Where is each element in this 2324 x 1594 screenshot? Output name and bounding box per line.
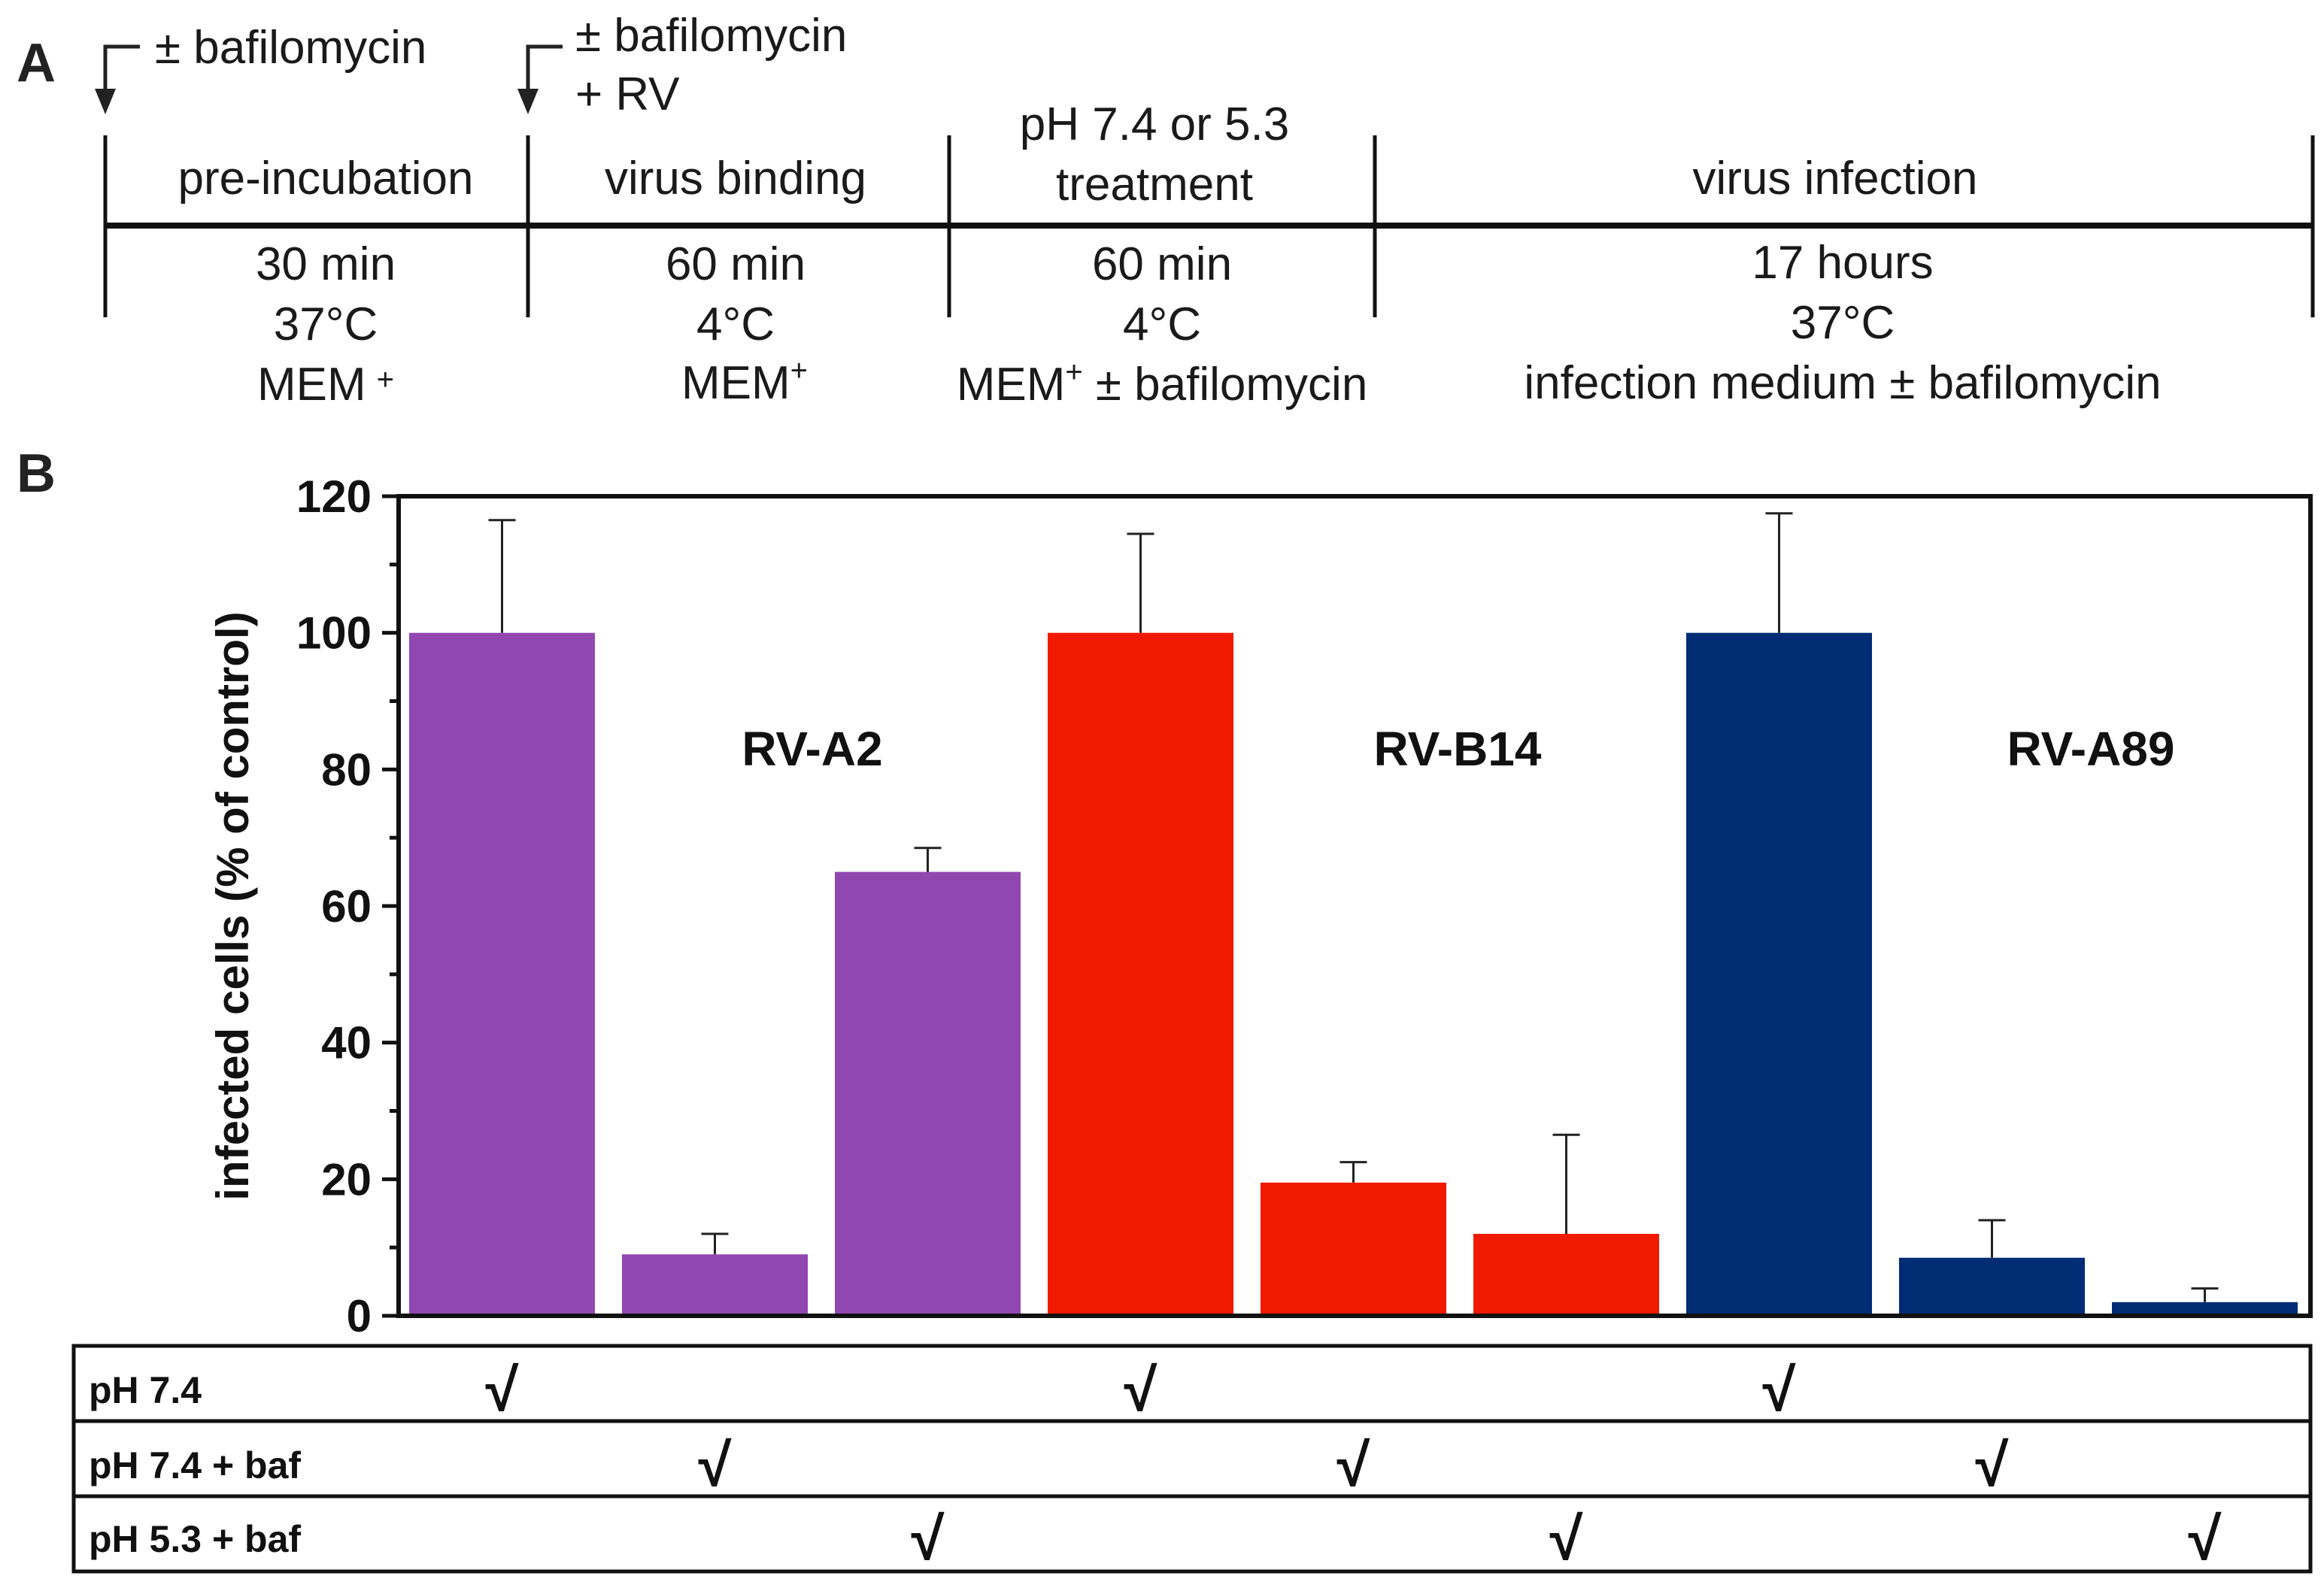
group-labels: RV-A2 RV-B14 RV-A89 <box>742 722 2174 776</box>
step-2-medium: MEM+ <box>681 354 808 409</box>
y-axis-ticks: 0 20 40 60 80 100 120 <box>296 471 399 1341</box>
bar-rv-a89-2 <box>1899 1257 2085 1316</box>
step-2-temperature: 4°C <box>696 298 775 350</box>
check-mark: √ <box>1550 1505 1584 1572</box>
bar-rv-b14-3 <box>1473 1234 1659 1316</box>
check-mark: √ <box>1976 1432 2010 1499</box>
condition-table: pH 7.4 √ √ √ pH 7.4 + baf √ √ √ pH 5.3 + baf √ √ √ <box>71 1344 2313 1574</box>
step-4-temperature: 37°C <box>1791 297 1895 349</box>
step-1-title: pre-incubation <box>178 153 474 205</box>
arrow-2-shape <box>526 44 563 99</box>
arrow-1-shape <box>103 44 140 99</box>
step-4-medium: infection medium ± bafilomycin <box>1524 357 2161 409</box>
panel-b: B 0 20 40 60 80 100 120 RV-A2 RV-B14 RV-A89 infe… <box>17 444 2313 1574</box>
condition-label: pH 7.4 + baf <box>89 1444 301 1486</box>
y-tick-label: 100 <box>296 608 372 659</box>
step-1-duration: 30 min <box>256 238 396 290</box>
step-1-temperature: 37°C <box>274 298 378 350</box>
arrow-1-head <box>95 89 116 114</box>
bar-rv-b14-1 <box>1048 632 1233 1316</box>
check-mark: √ <box>1124 1356 1158 1423</box>
panel-letter-b: B <box>17 444 56 504</box>
step-3-temperature: 4°C <box>1123 298 1201 350</box>
arrow-2-label-line-2: + RV <box>575 68 680 120</box>
error-bars <box>488 512 2219 1302</box>
group-label-rv-b14: RV-B14 <box>1374 722 1542 776</box>
plot-frame <box>396 494 2313 1318</box>
check-mark: √ <box>486 1356 520 1423</box>
panel-letter-a: A <box>17 33 56 93</box>
step-3-title-line-2: treatment <box>1056 159 1253 211</box>
bar-rv-b14-2 <box>1261 1182 1446 1316</box>
condition-label: pH 5.3 + baf <box>89 1518 301 1560</box>
step-2-duration: 60 min <box>666 238 806 290</box>
check-mark: √ <box>1763 1356 1797 1423</box>
step-2-title: virus binding <box>605 153 866 205</box>
bar-chart: 0 20 40 60 80 100 120 RV-A2 RV-B14 RV-A89 infect… <box>208 471 2313 1341</box>
y-tick-label: 60 <box>321 881 372 932</box>
arrow-1-label: ± bafilomycin <box>155 22 426 74</box>
step-1-medium: MEM + <box>257 359 394 411</box>
y-tick-label: 40 <box>321 1018 372 1068</box>
timeline-step-preincubation: pre-incubation 30 min 37°C MEM + <box>178 153 474 411</box>
arrow-2-label-line-1: ± bafilomycin <box>575 10 847 62</box>
table-frame <box>71 1344 2313 1574</box>
timeline-step-virus-binding: virus binding 60 min 4°C MEM+ <box>605 153 866 409</box>
table-rows: pH 7.4 √ √ √ pH 7.4 + baf √ √ √ pH 5.3 + baf √ √ √ <box>89 1356 2222 1572</box>
condition-label: pH 7.4 <box>89 1369 202 1411</box>
step-3-duration: 60 min <box>1092 238 1232 290</box>
timeline-step-virus-infection: virus infection 17 hours 37°C infection … <box>1524 153 2161 409</box>
group-label-rv-a2: RV-A2 <box>742 722 882 776</box>
bar-rv-a2-1 <box>409 632 595 1316</box>
step-3-medium: MEM+ ± bafilomycin <box>957 356 1368 411</box>
bar-rv-a2-3 <box>835 871 1021 1316</box>
check-mark: √ <box>912 1505 945 1572</box>
y-tick-label: 0 <box>347 1291 372 1341</box>
check-mark: √ <box>699 1432 733 1499</box>
check-mark: √ <box>1337 1432 1371 1499</box>
bar-series <box>409 632 2298 1316</box>
step-4-duration: 17 hours <box>1752 237 1933 289</box>
bar-rv-a89-3 <box>2112 1302 2298 1316</box>
y-tick-label: 20 <box>321 1154 372 1205</box>
check-mark: √ <box>2189 1505 2222 1572</box>
arrow-2-head <box>517 89 539 114</box>
panel-a: A ± bafilomycin ± bafilomycin + RV pre-i… <box>17 10 2315 411</box>
y-tick-label: 80 <box>321 744 372 795</box>
timeline-arrow-1: ± bafilomycin <box>95 22 426 114</box>
timeline-arrow-2: ± bafilomycin + RV <box>517 10 847 120</box>
timeline-step-ph-treatment: pH 7.4 or 5.3 treatment 60 min 4°C MEM+ … <box>957 98 1368 411</box>
step-3-title-line-1: pH 7.4 or 5.3 <box>1020 98 1289 150</box>
bar-rv-a89-1 <box>1686 632 1872 1316</box>
group-label-rv-a89: RV-A89 <box>2007 722 2175 776</box>
step-4-title: virus infection <box>1692 153 1977 205</box>
y-tick-label: 120 <box>296 471 372 522</box>
bar-rv-a2-2 <box>622 1254 808 1316</box>
y-axis-label: infected cells (% of control) <box>208 611 258 1200</box>
